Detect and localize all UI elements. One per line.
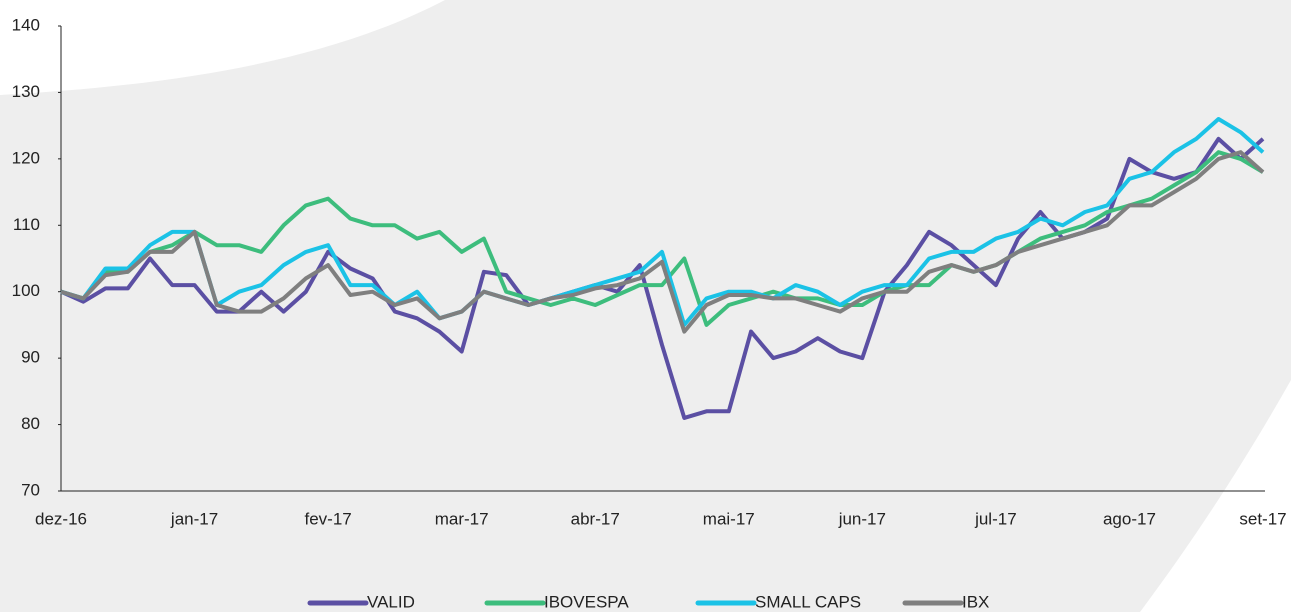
x-tick-label: set-17 bbox=[1239, 509, 1286, 528]
series-line bbox=[60, 150, 1265, 327]
x-tick-label: jun-17 bbox=[838, 509, 886, 528]
legend-label: SMALL CAPS bbox=[755, 592, 861, 611]
y-tick-label: 110 bbox=[13, 215, 40, 234]
x-tick-label: dez-16 bbox=[35, 509, 87, 528]
x-tick-label: mai-17 bbox=[703, 509, 755, 528]
x-tick-label: ago-17 bbox=[1103, 509, 1156, 528]
x-tick-label: jan-17 bbox=[170, 509, 218, 528]
decor-shape bbox=[1140, 380, 1291, 612]
legend-label: IBX bbox=[962, 592, 989, 611]
series-line bbox=[60, 117, 1265, 327]
y-tick-label: 130 bbox=[12, 82, 40, 101]
y-tick-label: 100 bbox=[12, 281, 40, 300]
x-tick-label: abr-17 bbox=[571, 509, 620, 528]
legend-label: VALID bbox=[367, 592, 415, 611]
x-tick-label: fev-17 bbox=[304, 509, 351, 528]
y-tick-label: 90 bbox=[21, 348, 40, 367]
y-tick-label: 80 bbox=[21, 414, 40, 433]
decor-shape bbox=[0, 0, 445, 95]
y-tick-label: 70 bbox=[21, 480, 40, 499]
legend-label: IBOVESPA bbox=[544, 592, 629, 611]
y-tick-label: 120 bbox=[12, 148, 40, 167]
y-tick-label: 140 bbox=[12, 15, 40, 34]
series-line bbox=[60, 150, 1265, 334]
x-tick-label: mar-17 bbox=[435, 509, 489, 528]
x-tick-label: jul-17 bbox=[974, 509, 1017, 528]
